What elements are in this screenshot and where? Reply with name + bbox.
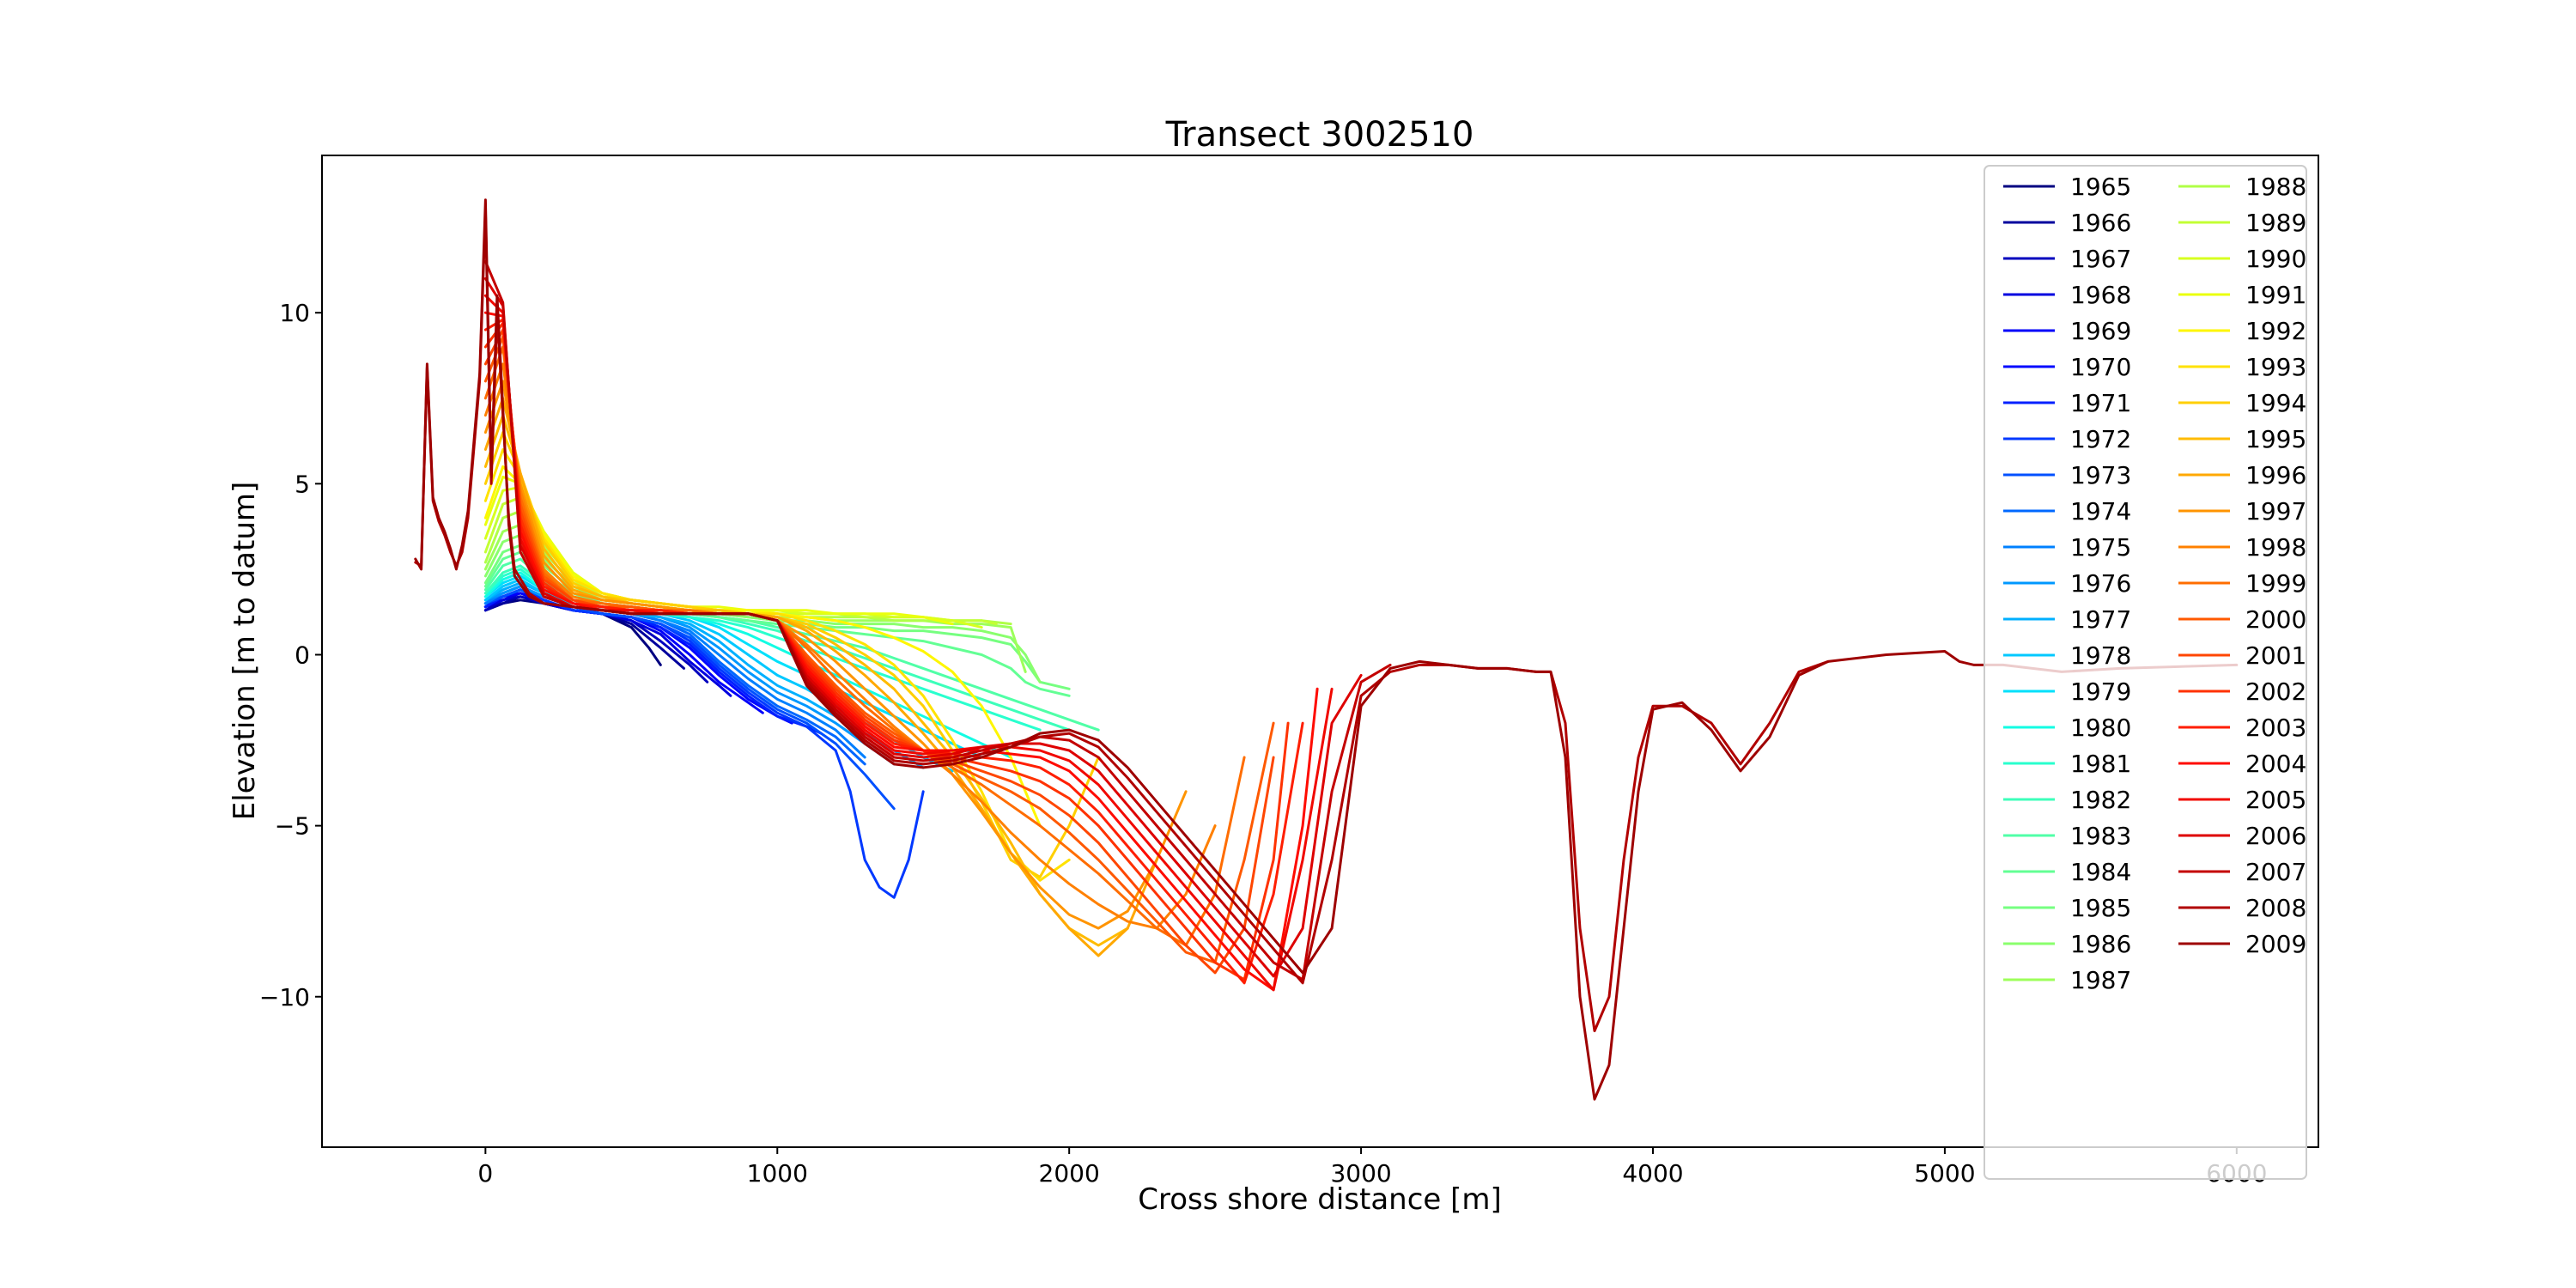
legend-label-2006: 2006 bbox=[2245, 822, 2306, 850]
legend-label-1969: 1969 bbox=[2070, 317, 2131, 345]
legend-label-1970: 1970 bbox=[2070, 353, 2131, 381]
legend-label-1985: 1985 bbox=[2070, 894, 2131, 922]
x-tick-label: 4000 bbox=[1622, 1159, 1683, 1188]
x-tick-label: 1000 bbox=[747, 1159, 808, 1188]
legend-label-1975: 1975 bbox=[2070, 533, 2131, 562]
y-axis-label: Elevation [m to datum] bbox=[228, 482, 262, 821]
legend-label-2002: 2002 bbox=[2245, 677, 2306, 706]
series-line-1999 bbox=[483, 345, 1246, 947]
legend-label-1979: 1979 bbox=[2070, 677, 2131, 706]
y-tick-label: 0 bbox=[295, 641, 310, 669]
y-tick-label: 5 bbox=[295, 470, 310, 498]
legend-frame bbox=[1984, 165, 2307, 1180]
legend-label-1965: 1965 bbox=[2070, 173, 2131, 201]
legend-label-1977: 1977 bbox=[2070, 605, 2131, 634]
legend-label-2004: 2004 bbox=[2245, 750, 2306, 778]
legend-label-1995: 1995 bbox=[2245, 425, 2306, 453]
legend-label-1989: 1989 bbox=[2245, 209, 2306, 237]
series-layer bbox=[414, 198, 2239, 1101]
legend-label-1978: 1978 bbox=[2070, 641, 2131, 670]
legend-label-1994: 1994 bbox=[2245, 389, 2306, 417]
legend-label-2007: 2007 bbox=[2245, 858, 2306, 886]
legend-label-1986: 1986 bbox=[2070, 930, 2131, 958]
x-axis: 0100020003000400050006000 bbox=[477, 1147, 2267, 1188]
legend-label-1999: 1999 bbox=[2245, 569, 2306, 598]
legend-label-1996: 1996 bbox=[2245, 461, 2306, 489]
y-axis: 10 5 0 −5 −10 bbox=[259, 299, 322, 1012]
chart-title: Transect 3002510 bbox=[1165, 115, 1474, 155]
x-tick-label: 2000 bbox=[1039, 1159, 1100, 1188]
legend-label-2009: 2009 bbox=[2245, 930, 2306, 958]
legend-label-1991: 1991 bbox=[2245, 281, 2306, 309]
legend-label-1966: 1966 bbox=[2070, 209, 2131, 237]
legend-label-2008: 2008 bbox=[2245, 894, 2306, 922]
x-tick-label: 3000 bbox=[1330, 1159, 1391, 1188]
y-tick-label: 10 bbox=[279, 299, 310, 327]
legend-label-1990: 1990 bbox=[2245, 245, 2306, 273]
x-axis-label: Cross shore distance [m] bbox=[1138, 1182, 1502, 1217]
legend-items: 1965 1966 1967 1968 1969 1970 1971 1972 1973 1974… bbox=[2003, 173, 2306, 994]
legend-label-2003: 2003 bbox=[2245, 714, 2306, 742]
y-tick-label: −5 bbox=[275, 812, 310, 841]
legend-label-1983: 1983 bbox=[2070, 822, 2131, 850]
legend-label-1987: 1987 bbox=[2070, 966, 2131, 994]
legend-label-1992: 1992 bbox=[2245, 317, 2306, 345]
legend-label-1974: 1974 bbox=[2070, 497, 2131, 526]
legend-label-1984: 1984 bbox=[2070, 858, 2131, 886]
legend-label-1981: 1981 bbox=[2070, 750, 2131, 778]
legend-label-1972: 1972 bbox=[2070, 425, 2131, 453]
y-tick-label: −10 bbox=[259, 983, 310, 1012]
series-line-1976 bbox=[483, 585, 896, 766]
series-line-1973 bbox=[483, 588, 896, 811]
series-line-1972 bbox=[483, 588, 925, 899]
series-line-2009 bbox=[414, 198, 2239, 1101]
legend-label-1967: 1967 bbox=[2070, 245, 2131, 273]
series-line-1997 bbox=[483, 380, 1188, 930]
legend-label-1976: 1976 bbox=[2070, 569, 2131, 598]
series-line-1995 bbox=[483, 414, 1129, 947]
legend-label-1988: 1988 bbox=[2245, 173, 2306, 201]
series-line-1992 bbox=[483, 465, 1042, 828]
x-tick-label: 0 bbox=[477, 1159, 493, 1188]
series-line-1998 bbox=[483, 362, 1217, 930]
legend-label-1980: 1980 bbox=[2070, 714, 2131, 742]
legend-label-1982: 1982 bbox=[2070, 786, 2131, 814]
legend-label-1993: 1993 bbox=[2245, 353, 2306, 381]
legend-label-2001: 2001 bbox=[2245, 641, 2306, 670]
legend-label-1971: 1971 bbox=[2070, 389, 2131, 417]
plot-frame bbox=[321, 155, 2319, 1148]
legend: 1965 1966 1967 1968 1969 1970 1971 1972 1973 1974… bbox=[1984, 165, 2307, 1180]
legend-label-1998: 1998 bbox=[2245, 533, 2306, 562]
legend-label-1973: 1973 bbox=[2070, 461, 2131, 489]
x-tick-label: 5000 bbox=[1914, 1159, 1975, 1188]
legend-label-2005: 2005 bbox=[2245, 786, 2306, 814]
series-line-2003 bbox=[483, 318, 1304, 985]
legend-label-1997: 1997 bbox=[2245, 497, 2306, 526]
legend-label-1968: 1968 bbox=[2070, 281, 2131, 309]
series-line-1996 bbox=[483, 397, 1158, 957]
legend-label-2000: 2000 bbox=[2245, 605, 2306, 634]
